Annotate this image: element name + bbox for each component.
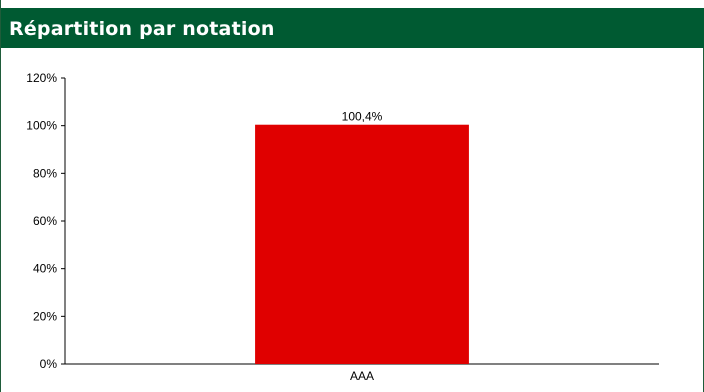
y-tick-label: 120% <box>26 71 57 85</box>
y-tick-label: 100% <box>26 119 57 133</box>
bar-data-label: 100,4% <box>342 110 383 124</box>
x-category-label: AAA <box>350 369 374 383</box>
y-tick-label: 0% <box>40 357 58 371</box>
y-tick-label: 40% <box>33 262 57 276</box>
y-tick-label: 60% <box>33 214 57 228</box>
y-tick-label: 80% <box>33 166 57 180</box>
panel-header: Répartition par notation <box>1 0 704 48</box>
panel-title: Répartition par notation <box>9 18 275 40</box>
y-tick-label: 20% <box>33 309 57 323</box>
bar <box>255 124 469 364</box>
